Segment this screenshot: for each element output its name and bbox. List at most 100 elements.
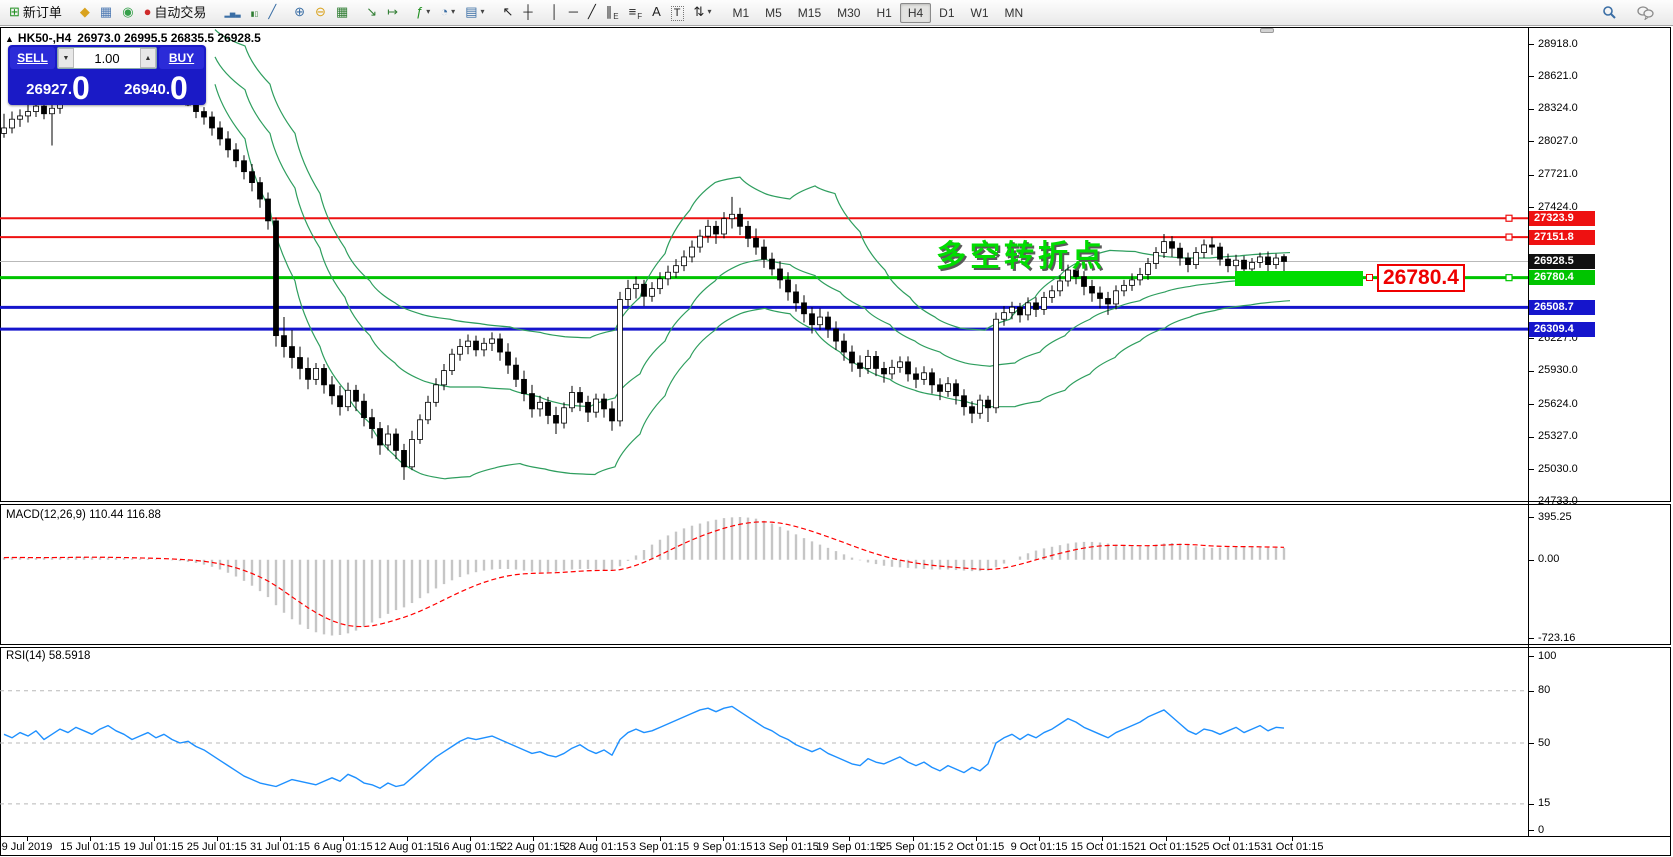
channel-button[interactable]: ∥ E — [601, 1, 624, 22]
sell-button[interactable]: SELL — [10, 47, 55, 69]
line-chart-icon: ╱ — [268, 3, 277, 19]
time-axis-line — [0, 836, 1671, 837]
text-label-button[interactable]: T — [666, 3, 689, 24]
tf-mn-button[interactable]: MN — [1004, 5, 1024, 20]
time-tick-label: 19 Sep 01:15 — [816, 841, 882, 853]
tf-m15-button[interactable]: M15 — [797, 5, 822, 20]
price-tick-label: 25930.0 — [1538, 364, 1578, 377]
line-chart-button[interactable]: ╱ — [263, 1, 281, 22]
volume-stepper: ▼ 1.00 ▲ — [57, 47, 157, 69]
price-badge-27151.8: 27151.8 — [1529, 229, 1595, 245]
time-tick-mark — [1165, 836, 1167, 841]
vertical-line-button[interactable]: │ — [546, 1, 564, 22]
tf-m5-button[interactable]: M5 — [765, 5, 782, 20]
time-tick-label: 6 Aug 01:15 — [313, 841, 373, 853]
time-tick-label: 31 Oct 01:15 — [1260, 841, 1324, 853]
time-tick-label: 25 Jul 01:15 — [186, 841, 247, 853]
crosshair-button[interactable]: ┼ — [518, 1, 537, 22]
chart-shift-button[interactable]: ↦ — [382, 1, 403, 22]
periods-button[interactable]: ◔ ▾ — [435, 1, 460, 22]
price-tick-mark — [1528, 207, 1534, 209]
rsi-tick-mark — [1528, 743, 1534, 744]
callout-line-handle[interactable] — [1366, 274, 1373, 281]
fibonacci-button[interactable]: ≡ F — [624, 1, 647, 22]
charts-window-button[interactable]: ▦ — [95, 1, 117, 22]
time-tick-mark — [533, 836, 534, 841]
horizontal-line-button[interactable]: ─ — [564, 1, 583, 22]
zoom-in-button[interactable]: ⊕ — [289, 1, 310, 22]
tf-m30-button[interactable]: M30 — [837, 5, 861, 20]
price-tick-mark — [1528, 436, 1534, 438]
candlestick-button[interactable]: ▮▯ — [246, 4, 264, 25]
time-tick-mark — [722, 836, 724, 841]
chart-text-annotation[interactable]: 多空转折点 — [936, 240, 1106, 273]
cursor-button[interactable]: ↖ — [498, 1, 519, 22]
toolbar-buttons: ⊞ 新订单 ◆ ▦ ◉ ● 自动交易 ▂▅▃ ▮▯ ╱ ⊕ ⊖ ▦ ↘ ↦ ƒ ▾ ◔ ▾ ▤ ▾ ↖ ┼ │ ─ ╱ ∥ E ≡ F A T… — [4, 1, 724, 25]
chevron-down-icon: ▾ — [707, 6, 712, 16]
macd-panel-divider[interactable] — [0, 501, 1671, 505]
tile-windows-button[interactable]: ▦ — [331, 1, 353, 22]
time-tick-label: 28 Aug 01:15 — [563, 841, 629, 853]
time-tick-mark — [975, 836, 977, 841]
tf-d1-button[interactable]: D1 — [939, 5, 955, 20]
tf-h1-button[interactable]: H1 — [876, 5, 892, 20]
price-badge-26508.7: 26508.7 — [1529, 299, 1595, 315]
sell-price-display[interactable]: 26927. 0 — [10, 71, 106, 104]
rsi-tick-mark — [1528, 803, 1534, 805]
indicators-button[interactable]: ƒ ▾ — [411, 1, 435, 22]
tf-h4-button[interactable]: H4 — [899, 2, 932, 23]
time-tick-label: 15 Oct 01:15 — [1070, 841, 1134, 853]
rsi-tick-label: 0 — [1538, 823, 1545, 836]
arrows-icon: ⇅ — [693, 3, 705, 19]
signals-icon: ◉ — [122, 3, 134, 19]
price-tick-mark — [1528, 338, 1534, 340]
time-tick-label: 22 Aug 01:15 — [500, 841, 566, 853]
text-button[interactable]: A — [647, 1, 666, 22]
price-axis-line — [1528, 27, 1529, 837]
volume-input[interactable]: 1.00 — [74, 48, 140, 68]
time-tick-mark — [216, 836, 218, 841]
time-tick-label: 9 Sep 01:15 — [693, 841, 753, 853]
time-tick-mark — [786, 836, 787, 841]
volume-up-button[interactable]: ▲ — [140, 48, 156, 68]
price-tick-label: 24733.0 — [1538, 494, 1578, 507]
buy-price-display[interactable]: 26940. 0 — [108, 71, 204, 104]
time-tick-mark — [280, 836, 281, 841]
auto-trading-button[interactable]: ● 自动交易 — [139, 1, 212, 22]
bar-chart-button[interactable]: ▂▅▃ — [219, 4, 245, 25]
time-tick-mark — [90, 836, 92, 841]
price-tick-label: 27424.0 — [1538, 200, 1578, 213]
rsi-panel-divider[interactable] — [0, 644, 1671, 648]
search-button[interactable] — [1597, 2, 1622, 23]
time-tick-label: 25 Oct 01:15 — [1197, 841, 1261, 853]
zoom-out-button[interactable]: ⊖ — [310, 1, 331, 22]
tf-w1-button[interactable]: W1 — [970, 5, 989, 20]
price-tick-mark — [1528, 141, 1534, 143]
one-click-trading-panel: SELL ▼ 1.00 ▲ BUY 26927. 0 26940. 0 — [8, 45, 206, 105]
time-tick-mark — [343, 836, 345, 841]
new-order-button[interactable]: ⊞ 新订单 — [4, 1, 67, 22]
main-toolbar: ⊞ 新订单 ◆ ▦ ◉ ● 自动交易 ▂▅▃ ▮▯ ╱ ⊕ ⊖ ▦ ↘ ↦ ƒ ▾ ◔ ▾ ▤ ▾ ↖ ┼ │ ─ ╱ ∥ E ≡ F A T… — [0, 0, 1673, 26]
new-order-button-label: 新订单 — [22, 4, 62, 20]
crosshair-icon: ┼ — [523, 3, 533, 19]
price-callout-label[interactable]: 26780.4 — [1377, 264, 1465, 292]
time-tick-label: 9 Jul 2019 — [1, 841, 53, 853]
window-splitter-handle[interactable] — [1260, 28, 1274, 33]
profiles-button[interactable]: ◆ — [75, 1, 95, 22]
rsi-tick-label: 50 — [1538, 736, 1551, 749]
oneclick-expander-icon[interactable]: ▲ — [5, 34, 14, 44]
signals-button[interactable]: ◉ — [117, 1, 138, 22]
arrows-button[interactable]: ⇅ ▾ — [689, 1, 717, 22]
auto-scroll-button[interactable]: ↘ — [361, 1, 382, 22]
trendline-button[interactable]: ╱ — [583, 1, 601, 22]
volume-down-button[interactable]: ▼ — [58, 48, 74, 68]
candlestick-icon: ▮▯ — [250, 10, 259, 18]
chat-button[interactable] — [1632, 2, 1659, 23]
search-icon — [1603, 6, 1616, 19]
buy-button[interactable]: BUY — [159, 47, 204, 69]
templates-button[interactable]: ▤ ▾ — [460, 1, 489, 22]
price-badge-26309.4: 26309.4 — [1529, 321, 1595, 337]
tf-m1-button[interactable]: M1 — [732, 5, 750, 20]
time-tick-label: 25 Sep 01:15 — [879, 841, 946, 853]
periods-icon: ◔ — [440, 3, 449, 19]
